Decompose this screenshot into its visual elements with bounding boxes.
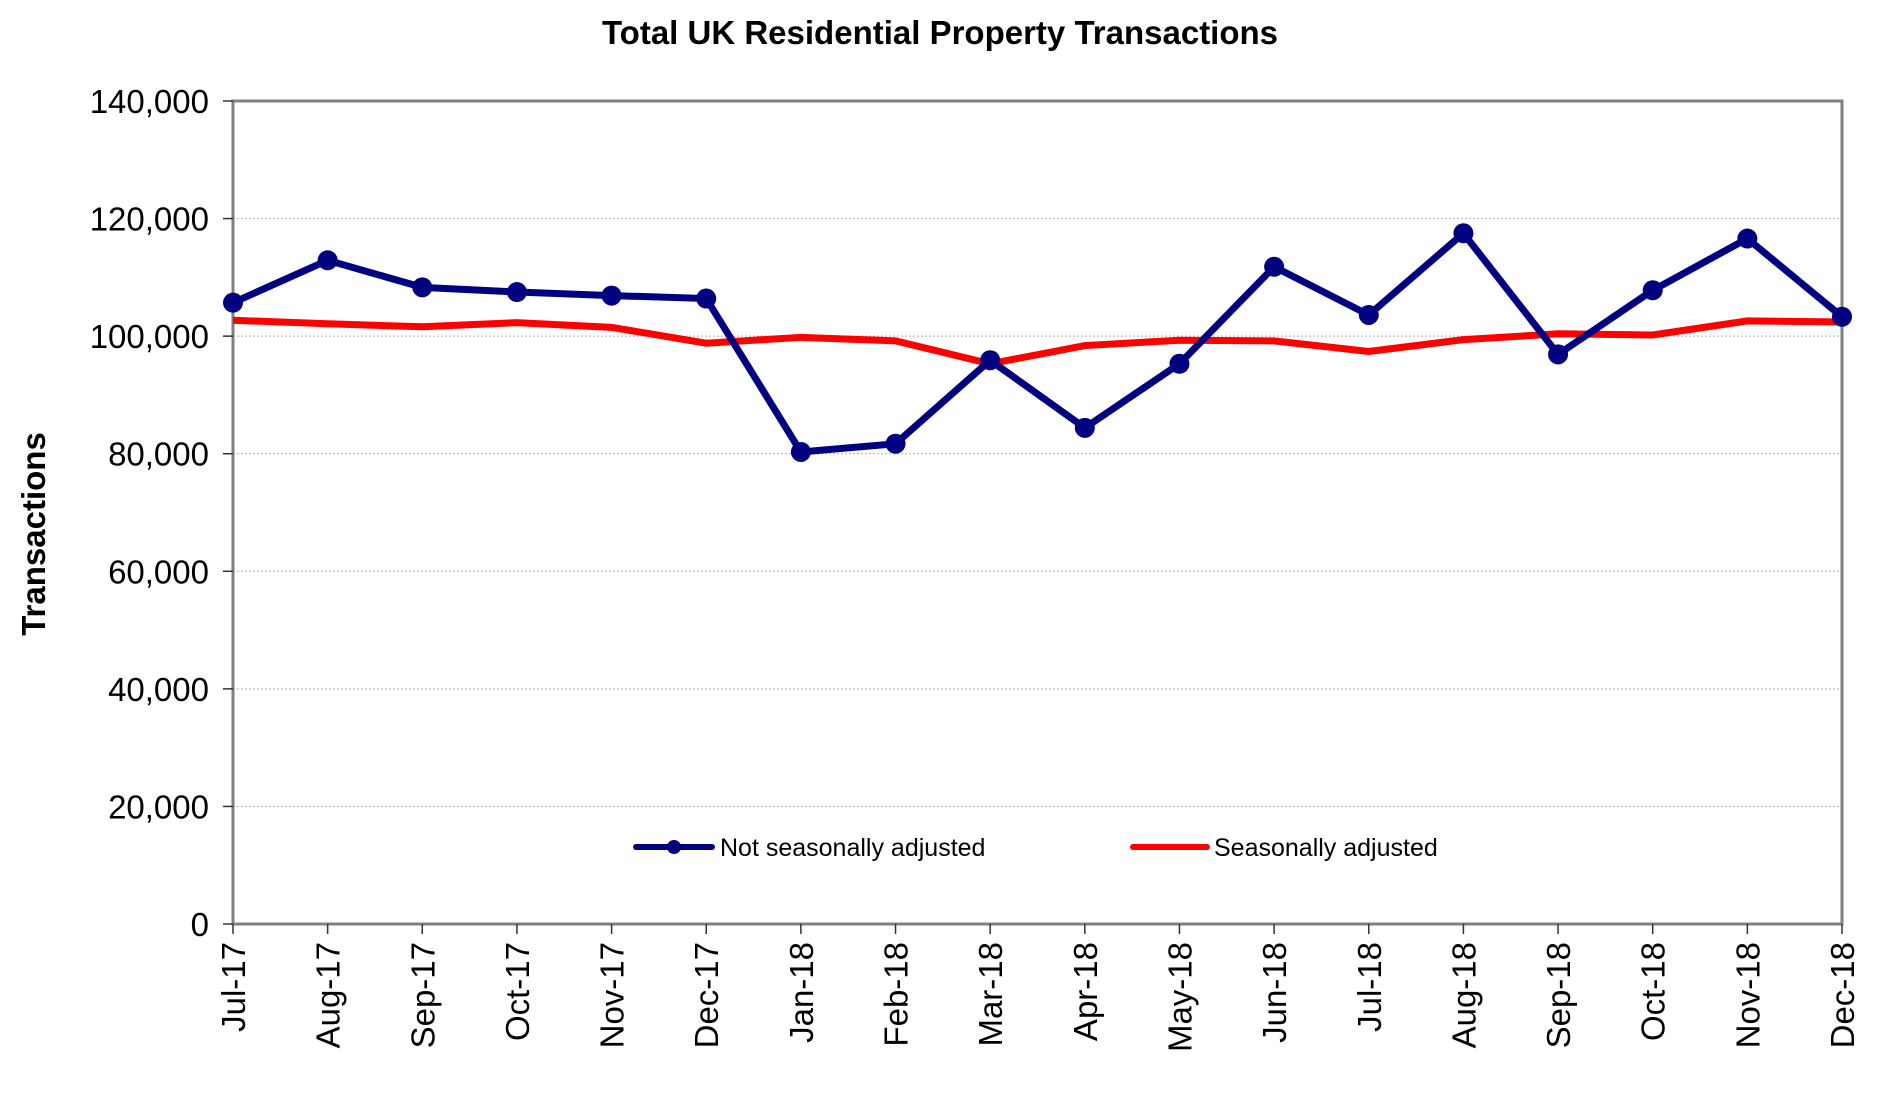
x-tick-label: Aug-17 [310,942,347,1048]
y-axis: 0 20,000 40,000 60,000 80,000 100,000 120,000 1… [90,83,233,943]
plot-area-frame [231,99,1844,926]
y-tick-label: 80,000 [108,436,209,473]
series-not-seasonally-adjusted [223,223,1852,462]
gridlines [233,218,1842,807]
data-point [1358,304,1379,325]
data-point [601,285,622,306]
x-axis: Jul-17 Aug-17 Sep-17 Oct-17 Nov-17 Dec-17 Jan-… [215,924,1861,1052]
data-point [980,350,1001,371]
x-tick-label: Jul-18 [1351,942,1388,1032]
x-tick-label: Sep-18 [1540,942,1577,1048]
data-point [506,282,527,303]
series-line [231,228,1845,456]
x-tick-label: Jul-17 [215,942,252,1032]
legend-item-not-seasonally-adjusted: Not seasonally adjusted [633,834,985,862]
data-point [790,441,811,462]
legend-label: Not seasonally adjusted [720,834,985,862]
x-tick-label: Oct-18 [1635,942,1672,1041]
y-tick-label: 60,000 [108,553,209,590]
legend: Not seasonally adjusted Seasonally adjus… [633,834,1438,862]
data-point [223,292,243,313]
x-tick-label: Sep-17 [404,942,441,1048]
data-point [1264,256,1285,277]
x-tick-label: May-18 [1161,942,1198,1052]
y-axis-label: Transactions [15,432,52,636]
x-tick-label: Feb-18 [878,942,915,1047]
y-tick-label: 40,000 [108,671,209,708]
y-tick-label: 140,000 [90,83,209,120]
series-line [232,316,1843,368]
y-tick-label: 20,000 [108,788,209,825]
y-tick-label: 100,000 [90,318,209,355]
x-tick-label: Dec-17 [688,942,725,1048]
x-tick-label: Aug-18 [1445,942,1482,1048]
data-point [317,250,338,271]
data-point [1832,306,1852,327]
data-point [696,288,717,309]
x-tick-label: Apr-18 [1067,942,1104,1041]
legend-item-seasonally-adjusted: Seasonally adjusted [1130,834,1438,862]
legend-swatch-marker [667,840,681,854]
y-tick-label: 0 [191,906,209,943]
series-seasonally-adjusted [232,316,1843,368]
x-tick-label: Jan-18 [783,942,820,1043]
data-point [1548,344,1569,365]
data-point [885,433,906,454]
y-tick-label: 120,000 [90,201,209,238]
x-tick-label: Nov-17 [594,942,631,1048]
data-point [1074,417,1095,438]
data-point [1169,353,1190,374]
chart-title: Total UK Residential Property Transactio… [602,14,1278,51]
x-tick-label: Oct-17 [499,942,536,1041]
data-point [1737,228,1758,249]
x-tick-label: Dec-18 [1824,942,1861,1048]
legend-label: Seasonally adjusted [1214,834,1438,862]
data-point [1453,223,1474,244]
x-tick-label: Nov-18 [1729,942,1766,1048]
data-point [412,277,433,298]
x-tick-label: Mar-18 [972,942,1009,1047]
x-tick-label: Jun-18 [1256,942,1293,1043]
data-point [1642,280,1663,301]
series [223,223,1852,462]
